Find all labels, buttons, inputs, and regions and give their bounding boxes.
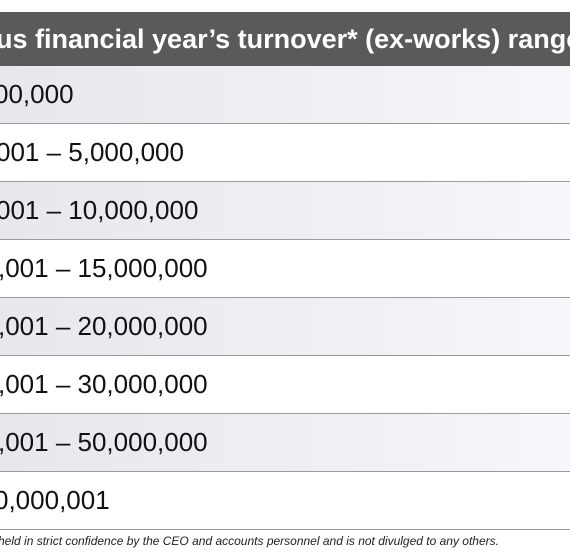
table-row: 0,000,001 <box>0 472 570 530</box>
table-header: us financial year’s turnover* (ex-works)… <box>0 12 570 66</box>
turnover-range-cell: 0,000,001 <box>0 485 110 515</box>
table-row: ,001 – 50,000,000 <box>0 414 570 472</box>
turnover-range-cell: ,001 – 30,000,000 <box>0 369 208 399</box>
turnover-range-cell: 001 – 5,000,000 <box>0 137 184 167</box>
turnover-range-cell: 001 – 10,000,000 <box>0 195 199 225</box>
turnover-range-cell: ,001 – 20,000,000 <box>0 311 208 341</box>
table-row: 001 – 5,000,000 <box>0 124 570 182</box>
table-row: 001 – 10,000,000 <box>0 182 570 240</box>
table-row: ,001 – 20,000,000 <box>0 298 570 356</box>
table-body: 00,000 001 – 5,000,000 001 – 10,000,000 … <box>0 66 570 530</box>
turnover-range-cell: ,001 – 50,000,000 <box>0 427 208 457</box>
turnover-range-cell: ,001 – 15,000,000 <box>0 253 208 283</box>
table-header-label: us financial year’s turnover* (ex-works)… <box>0 24 570 54</box>
turnover-range-cell: 00,000 <box>0 79 74 109</box>
confidentiality-footnote: held in strict confidence by the CEO and… <box>0 534 499 548</box>
table-row: ,001 – 30,000,000 <box>0 356 570 414</box>
table-row: 00,000 <box>0 66 570 124</box>
table-row: ,001 – 15,000,000 <box>0 240 570 298</box>
